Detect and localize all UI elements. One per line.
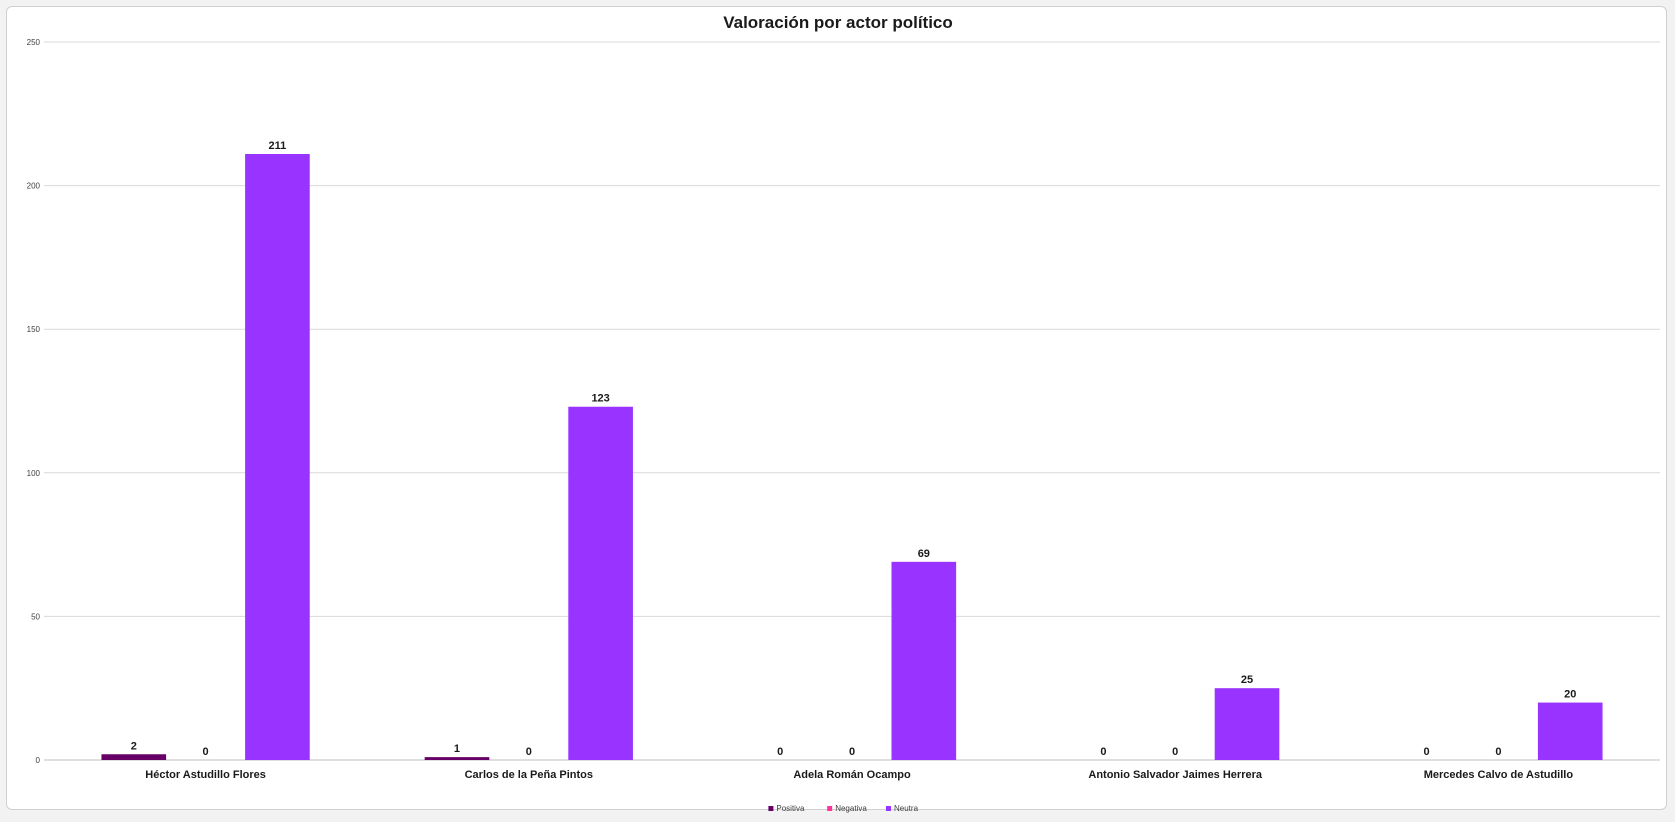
bar	[891, 561, 957, 760]
y-tick-label: 0	[36, 756, 41, 765]
data-label: 1	[454, 743, 460, 755]
data-label: 25	[1241, 674, 1253, 686]
data-label: 0	[1424, 746, 1430, 758]
bar	[1537, 702, 1603, 760]
bar	[424, 757, 490, 760]
bar	[1214, 688, 1280, 760]
x-category-label: Adela Román Ocampo	[793, 769, 911, 781]
x-category-label: Mercedes Calvo de Astudillo	[1424, 769, 1574, 781]
data-label: 0	[1495, 746, 1501, 758]
legend-swatch	[827, 806, 833, 811]
bar	[245, 154, 310, 760]
data-label: 0	[849, 746, 855, 758]
data-label: 0	[1172, 746, 1178, 758]
y-tick-label: 100	[27, 469, 41, 478]
data-label: 2	[131, 740, 137, 752]
data-label: 211	[269, 140, 287, 152]
legend-swatch	[886, 806, 891, 811]
data-label: 20	[1564, 689, 1576, 701]
chart-title: Valoración por actor político	[723, 13, 953, 32]
y-tick-label: 250	[27, 38, 41, 47]
x-axis: Héctor Astudillo Flores Carlos de la Peña…	[145, 769, 1573, 781]
data-label: 0	[203, 746, 209, 758]
data-label: 0	[526, 746, 532, 758]
bar	[568, 406, 633, 760]
data-label: 69	[918, 548, 930, 560]
legend-label: Neutra	[894, 804, 919, 813]
data-label: 0	[777, 746, 783, 758]
bar	[101, 754, 167, 760]
legend-label: Positiva	[776, 804, 805, 813]
bars	[101, 154, 1603, 760]
y-tick-label: 200	[27, 182, 41, 191]
x-category-label: Carlos de la Peña Pintos	[465, 769, 593, 781]
x-category-label: Antonio Salvador Jaimes Herrera	[1088, 769, 1263, 781]
gridlines	[44, 41, 1660, 761]
legend-swatch	[768, 806, 774, 811]
data-label: 123	[591, 393, 609, 405]
y-tick-label: 150	[27, 325, 41, 334]
legend: Positiva Negativa Neutra	[768, 804, 919, 813]
legend-label: Negativa	[835, 804, 867, 813]
data-label: 0	[1100, 746, 1106, 758]
y-axis: 0 50 100 150 200 250	[27, 38, 41, 765]
x-category-label: Héctor Astudillo Flores	[145, 769, 266, 781]
y-tick-label: 50	[31, 612, 40, 621]
